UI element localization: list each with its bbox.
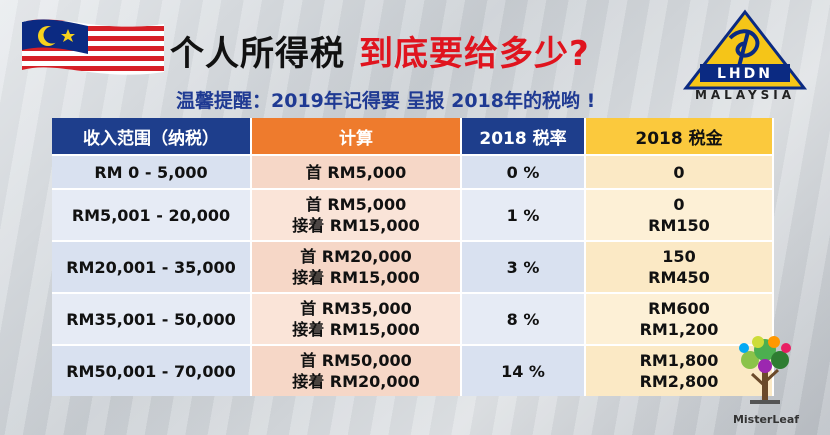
- tax-line: RM1,800: [639, 351, 719, 370]
- table-row: RM20,001 - 35,000 首 RM20,000 接着 RM15,000…: [52, 240, 774, 292]
- income-range-cell: RM35,001 - 50,000: [52, 292, 252, 344]
- tax-rate-cell: 3 %: [462, 240, 586, 292]
- table-row: RM35,001 - 50,000 首 RM35,000 接着 RM15,000…: [52, 292, 774, 344]
- table-header-row: 收入范围（纳税） 计算 2018 税率 2018 税金: [52, 118, 774, 154]
- calculation-cell: 首 RM50,000 接着 RM20,000: [252, 344, 462, 396]
- subtitle: 温馨提醒：2019年记得要 呈报 2018年的税哟 !: [176, 90, 596, 112]
- tax-line: 150: [662, 247, 696, 266]
- calculation-cell: 首 RM5,000: [252, 154, 462, 188]
- tax-line: RM450: [648, 268, 710, 287]
- tax-amount-cell: 0 RM150: [586, 188, 774, 240]
- logo-text: MALAYSIA: [694, 88, 796, 102]
- calculation-cell: 首 RM35,000 接着 RM15,000: [252, 292, 462, 344]
- calc-line: 首 RM5,000: [305, 195, 407, 214]
- calc-line: 接着 RM15,000: [292, 216, 420, 235]
- calc-line: 接着 RM15,000: [292, 320, 420, 339]
- tax-amount-cell: 0: [586, 154, 774, 188]
- income-range-cell: RM50,001 - 70,000: [52, 344, 252, 396]
- tax-line: 0: [673, 162, 685, 182]
- tax-amount-cell: 150 RM450: [586, 240, 774, 292]
- calc-line: 接着 RM15,000: [292, 268, 420, 287]
- tax-rate-cell: 14 %: [462, 344, 586, 396]
- title-part-1: 个人所得税: [170, 34, 345, 74]
- table-row: RM 0 - 5,000 首 RM5,000 0 % 0: [52, 154, 774, 188]
- malaysia-flag-icon: [22, 19, 164, 75]
- page-title: 个人所得税 到底要给多少?: [170, 26, 670, 75]
- income-range-cell: RM20,001 - 35,000: [52, 240, 252, 292]
- tax-line: 0: [673, 195, 685, 214]
- tree-icon: [739, 336, 791, 404]
- tax-amount-cell: RM600 RM1,200: [586, 292, 774, 344]
- header-calculation: 计算: [252, 118, 462, 154]
- tax-line: RM2,800: [639, 372, 719, 391]
- watermark-text: MisterLeaf: [732, 413, 800, 426]
- title-part-2: 到底要给多少?: [359, 34, 590, 74]
- table-row: RM5,001 - 20,000 首 RM5,000 接着 RM15,000 1…: [52, 188, 774, 240]
- table-row: RM50,001 - 70,000 首 RM50,000 接着 RM20,000…: [52, 344, 774, 396]
- tax-rate-cell: 8 %: [462, 292, 586, 344]
- header-tax-amount: 2018 税金: [586, 118, 774, 154]
- calculation-cell: 首 RM20,000 接着 RM15,000: [252, 240, 462, 292]
- tax-rate-cell: 0 %: [462, 154, 586, 188]
- tax-table: 收入范围（纳税） 计算 2018 税率 2018 税金 RM 0 - 5,000…: [52, 118, 774, 396]
- tax-line: RM600: [648, 299, 710, 318]
- income-range-cell: RM 0 - 5,000: [52, 154, 252, 188]
- lhdn-logo-icon: LHDN: [682, 9, 808, 90]
- income-range-cell: RM5,001 - 20,000: [52, 188, 252, 240]
- calc-line: 首 RM50,000: [300, 351, 412, 370]
- header-tax-rate: 2018 税率: [462, 118, 586, 154]
- calculation-cell: 首 RM5,000 接着 RM15,000: [252, 188, 462, 240]
- tax-line: RM1,200: [639, 320, 719, 339]
- header-income-range: 收入范围（纳税）: [52, 118, 252, 154]
- calc-line: 首 RM35,000: [300, 299, 412, 318]
- calc-line: 首 RM20,000: [300, 247, 412, 266]
- calc-line: 首 RM5,000: [305, 162, 407, 182]
- calc-line: 接着 RM20,000: [292, 372, 420, 391]
- tax-line: RM150: [648, 216, 710, 235]
- svg-text:LHDN: LHDN: [717, 66, 773, 82]
- tax-rate-cell: 1 %: [462, 188, 586, 240]
